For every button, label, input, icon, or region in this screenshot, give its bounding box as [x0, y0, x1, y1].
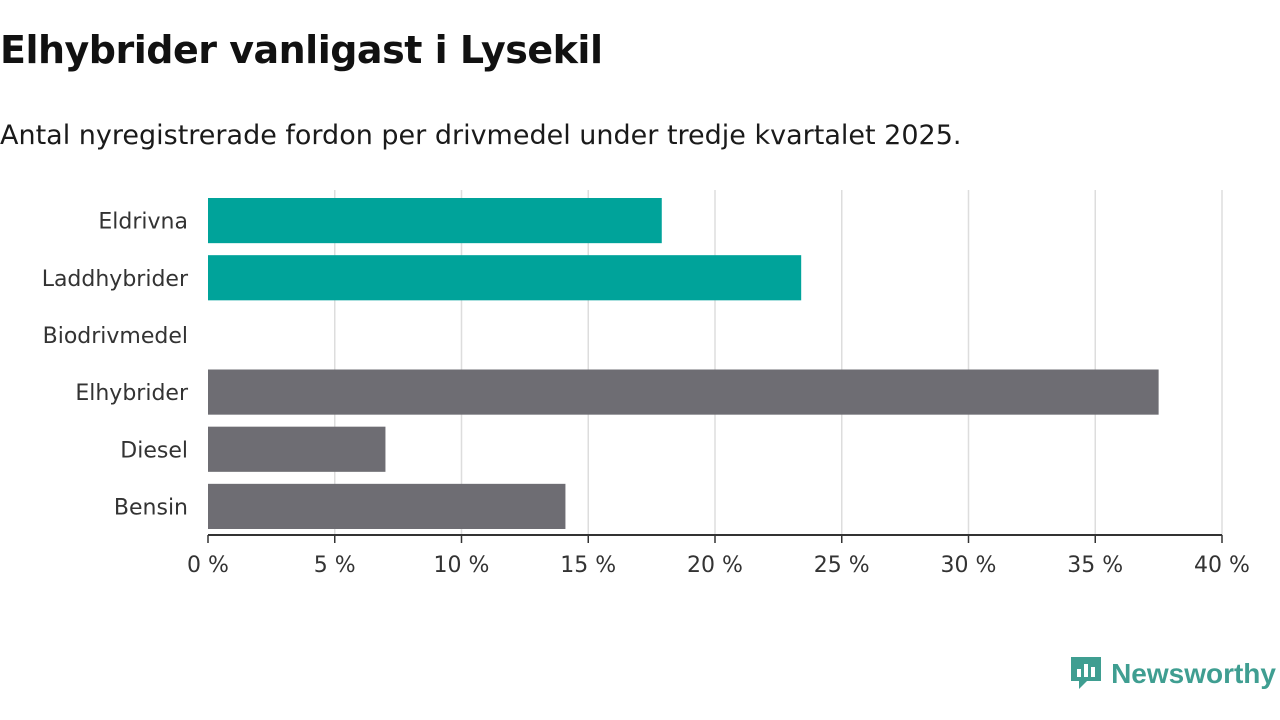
x-tick-label: 35 %	[1067, 553, 1123, 578]
newsworthy-logo-icon	[1071, 657, 1102, 689]
bar-eldrivna[interactable]	[208, 198, 662, 244]
bars	[208, 198, 1159, 529]
category-label: Biodrivmedel	[43, 324, 188, 349]
x-tick-label: 10 %	[434, 553, 490, 578]
bar-elhybrider[interactable]	[208, 369, 1159, 415]
x-tick-label: 5 %	[314, 553, 356, 578]
grid-lines	[334, 190, 1223, 535]
category-label: Eldrivna	[98, 210, 188, 235]
x-tick-label: 15 %	[560, 553, 616, 578]
chart-subtitle: Antal nyregistrerade fordon per drivmede…	[0, 120, 962, 151]
x-tick-label: 30 %	[941, 553, 997, 578]
bar-bensin[interactable]	[208, 483, 566, 529]
x-tick-label: 40 %	[1194, 553, 1250, 578]
newsworthy-logo[interactable]: Newsworthy	[1069, 655, 1276, 693]
category-labels: Eldrivna Laddhybrider Biodrivmedel Elhybrid…	[42, 210, 189, 521]
category-label: Diesel	[120, 438, 188, 463]
chart-title: Elhybrider vanligast i Lysekil	[0, 28, 603, 72]
category-label: Elhybrider	[75, 381, 189, 406]
brand-name: Newsworthy	[1111, 658, 1276, 689]
category-label: Laddhybrider	[42, 267, 189, 292]
x-tick-label: 0 %	[187, 553, 229, 578]
x-tick-label: 25 %	[814, 553, 870, 578]
x-tick-label: 20 %	[687, 553, 743, 578]
bar-chart: Eldrivna Laddhybrider Biodrivmedel Elhybrid…	[42, 190, 1250, 578]
bar-laddhybrider[interactable]	[208, 255, 802, 301]
x-axis: 0 % 5 % 10 % 15 % 20 % 25 % 30 % 35 % 40 %	[187, 534, 1250, 578]
bar-diesel[interactable]	[208, 426, 386, 472]
category-label: Bensin	[114, 495, 188, 520]
